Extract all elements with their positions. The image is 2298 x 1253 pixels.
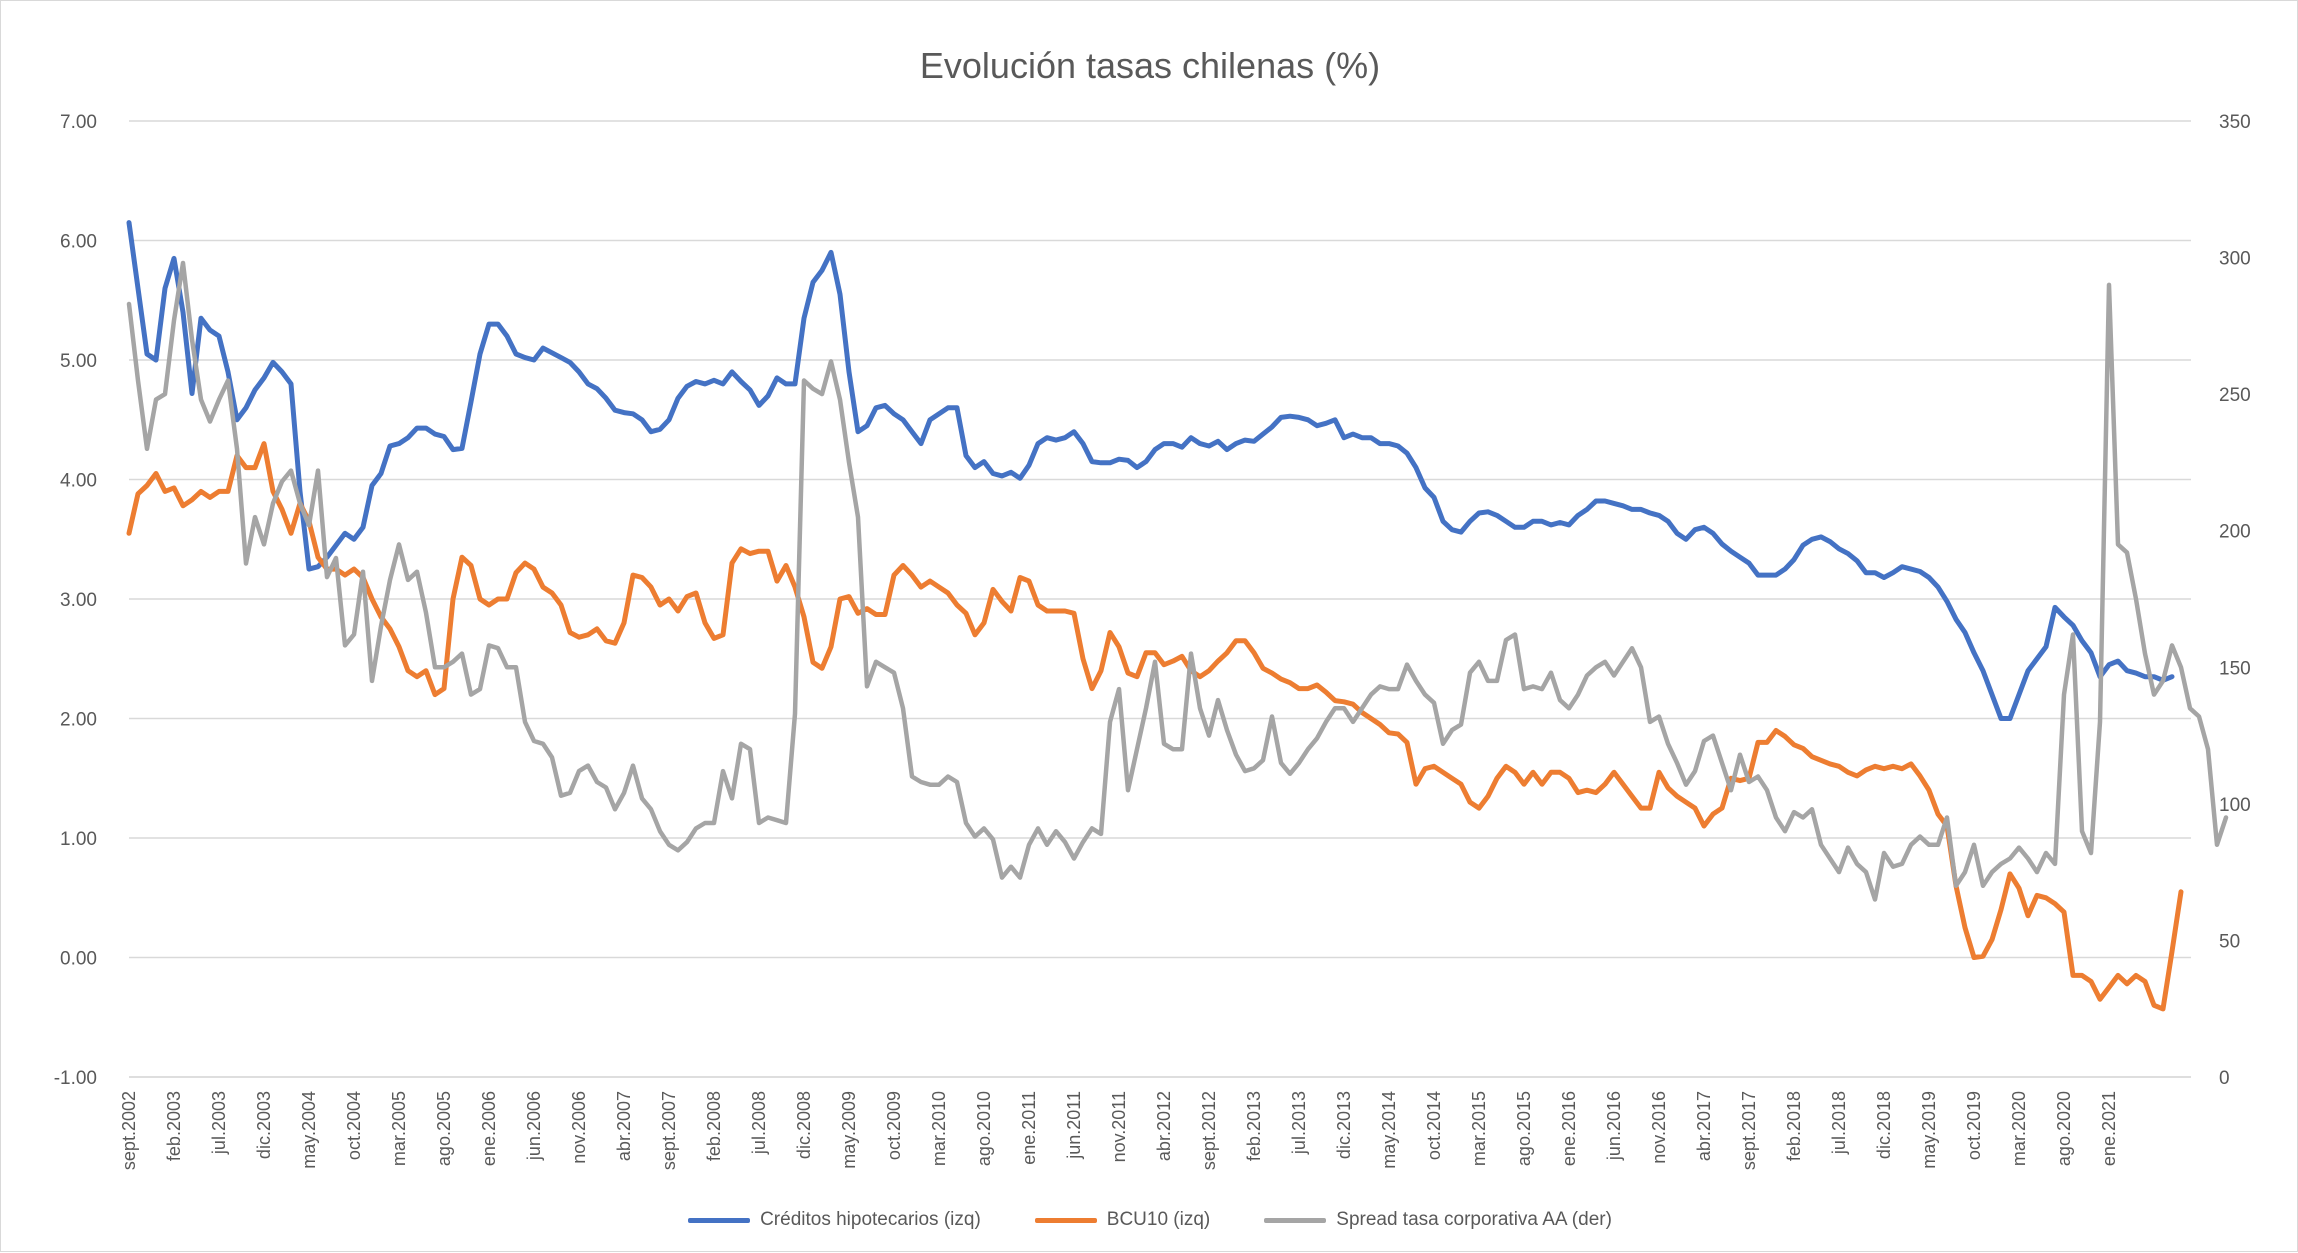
y-left-tick-label: 2.00 [60,710,97,731]
y-left-tick-label: 5.00 [60,351,97,372]
x-tick-label: ene.2006 [479,1091,499,1166]
x-tick-label: mar.2020 [2009,1091,2029,1166]
y-right-tick-label: 150 [2219,658,2251,679]
x-tick-label: may.2019 [1919,1091,1939,1169]
legend-item-spread: Spread tasa corporativa AA (der) [1264,1209,1612,1231]
y-right-tick-label: 100 [2219,795,2251,816]
legend-item-bcu10: BCU10 (izq) [1034,1209,1211,1231]
x-tick-label: ene.2016 [1559,1091,1579,1166]
x-tick-label: sept.2017 [1739,1091,1759,1170]
x-tick-label: dic.2018 [1874,1091,1894,1159]
y-right-tick-label: 200 [2219,522,2251,543]
x-tick-label: ago.2020 [2054,1091,2074,1166]
legend-label-hipotecarios: Créditos hipotecarios (izq) [760,1209,981,1230]
x-tick-label: may.2004 [299,1091,319,1169]
series-line-spread [126,260,2229,902]
x-tick-label: abr.2007 [614,1091,634,1161]
x-tick-label: ene.2011 [1019,1091,1039,1165]
x-tick-label: feb.2013 [1244,1091,1264,1161]
x-tick-label: oct.2014 [1424,1091,1444,1160]
series-line-bcu10 [126,441,2184,1012]
x-tick-label: dic.2013 [1334,1091,1354,1159]
x-tick-label: oct.2009 [884,1091,904,1160]
x-tick-label: dic.2003 [254,1091,274,1159]
x-tick-label: feb.2008 [704,1091,724,1161]
chart-title: Evolución tasas chilenas (%) [919,45,1381,86]
x-tick-label: nov.2006 [569,1091,589,1164]
x-tick-label: ago.2010 [974,1091,994,1166]
y-left-tick-label: 0.00 [60,949,97,970]
y-left-tick-label: 4.00 [60,471,97,492]
x-tick-label: ago.2015 [1514,1091,1534,1166]
x-tick-label: jul.2003 [209,1091,229,1155]
y-left-tick-label: 7.00 [60,112,97,133]
x-tick-label: dic.2008 [794,1091,814,1159]
legend-swatch-hipotecarios [688,1217,751,1223]
x-tick-label: nov.2016 [1649,1091,1669,1164]
y-right-tick-label: 250 [2219,385,2251,406]
y-left-tick-label: 1.00 [60,829,97,850]
legend-swatch-spread [1264,1217,1327,1223]
y-right-tick-label: 350 [2219,112,2251,133]
x-tick-label: mar.2005 [389,1091,409,1166]
x-tick-label: abr.2017 [1694,1091,1714,1161]
x-tick-label: jul.2008 [749,1091,769,1155]
x-tick-label: nov.2011 [1109,1091,1129,1162]
x-tick-label: oct.2019 [1964,1091,1984,1160]
y-right-tick-label: 0 [2219,1068,2230,1089]
y-left-tick-label: 3.00 [60,590,97,611]
legend-swatch-bcu10 [1034,1217,1097,1223]
x-tick-label: jul.2013 [1289,1091,1309,1155]
x-tick-label: jun.2006 [524,1091,544,1161]
y-right-tick-label: 50 [2219,931,2240,952]
y-left-tick-label: -1.00 [54,1068,97,1089]
x-tick-label: feb.2003 [164,1091,184,1161]
legend-item-hipotecarios: Créditos hipotecarios (izq) [688,1209,981,1231]
x-tick-label: mar.2015 [1469,1091,1489,1166]
y-left-tick-label: 6.00 [60,232,97,253]
x-tick-label: may.2014 [1379,1091,1399,1169]
x-tick-label: sept.2012 [1199,1091,1219,1170]
legend-label-bcu10: BCU10 (izq) [1106,1209,1211,1230]
x-tick-label: oct.2004 [344,1091,364,1160]
x-tick-label: ene.2021 [2099,1091,2119,1166]
x-tick-label: jun.2016 [1604,1091,1624,1161]
legend: Créditos hipotecarios (izq) BCU10 (izq) … [1,1209,2298,1231]
x-tick-label: jul.2018 [1829,1091,1849,1155]
x-tick-label: feb.2018 [1784,1091,1804,1161]
x-tick-label: sept.2007 [659,1091,679,1170]
x-tick-label: jun.2011 [1064,1091,1084,1160]
x-tick-label: sept.2002 [119,1091,139,1170]
legend-label-spread: Spread tasa corporativa AA (der) [1336,1209,1612,1230]
series-line-hipotecarios [126,220,2175,721]
x-tick-label: abr.2012 [1154,1091,1174,1161]
y-right-tick-label: 300 [2219,249,2251,270]
x-tick-label: ago.2005 [434,1091,454,1166]
x-tick-label: may.2009 [839,1091,859,1169]
x-tick-label: mar.2010 [929,1091,949,1166]
